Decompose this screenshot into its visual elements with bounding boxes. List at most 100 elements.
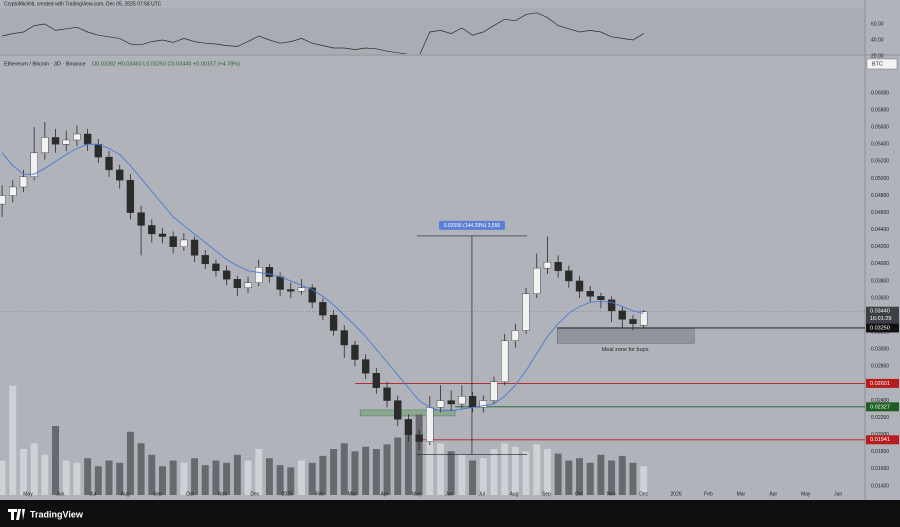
- candle-body: [436, 400, 445, 408]
- volume-bar: [94, 466, 102, 495]
- level-label-box: [866, 378, 899, 388]
- volume-bar: [640, 466, 648, 495]
- candle-body: [126, 179, 135, 213]
- volume-bar: [0, 460, 6, 495]
- candle-body: [383, 387, 391, 401]
- x-tick-label: Aug: [121, 491, 130, 497]
- volume-bar: [362, 446, 370, 495]
- candle-body: [565, 270, 573, 282]
- volume-bar: [212, 460, 220, 495]
- candle-body: [340, 330, 348, 346]
- candle-body: [30, 152, 38, 177]
- zone-label: Ideal zone for buys.: [602, 347, 650, 353]
- candle-body: [158, 233, 167, 237]
- brand: TradingView: [30, 509, 84, 519]
- volume-bar: [158, 466, 166, 495]
- volume-bar: [41, 454, 49, 495]
- volume-bar: [223, 462, 231, 495]
- volume-bar: [9, 385, 17, 495]
- y-tick-label: 0.02000: [871, 432, 889, 438]
- candle-body: [329, 314, 338, 331]
- y-tick-label: 0.04200: [871, 244, 889, 250]
- candle-body: [201, 255, 209, 265]
- volume-bar: [298, 460, 305, 495]
- footer-bar: [0, 500, 900, 527]
- candle-body: [490, 381, 498, 401]
- candle-body: [116, 169, 124, 181]
- rsi-tick-label: 60.00: [871, 21, 884, 27]
- x-tick-label: May: [412, 491, 422, 497]
- y-tick-label: 0.04400: [871, 227, 889, 233]
- volume-bar: [265, 458, 273, 495]
- level-label: 0.03250: [870, 325, 890, 331]
- x-tick-label: Nov: [607, 491, 616, 497]
- x-tick-label: Feb: [315, 491, 324, 497]
- level-label-box: [866, 435, 899, 445]
- candle-body: [319, 302, 327, 316]
- candle-body: [9, 186, 17, 196]
- y-tick-label: 0.02800: [871, 364, 889, 370]
- volume-bar: [404, 426, 412, 495]
- candle-body: [73, 133, 81, 141]
- candle-body: [19, 176, 28, 188]
- y-tick-label: 0.04000: [871, 261, 889, 267]
- candle-body: [276, 276, 284, 290]
- volume-bar: [490, 449, 498, 495]
- candle-body: [586, 291, 594, 297]
- candle-body: [372, 373, 381, 388]
- x-tick-label: 2025: [282, 491, 293, 497]
- x-tick-label: Oct: [186, 491, 194, 497]
- volume-bar: [608, 460, 616, 495]
- zone: [556, 327, 695, 344]
- y-tick-label: 0.05400: [871, 142, 889, 148]
- candle-body: [543, 261, 552, 269]
- y-tick-label: 0.04800: [871, 193, 889, 199]
- volume-bar: [372, 449, 380, 495]
- volume-bar: [255, 449, 263, 495]
- volume-bar: [116, 462, 124, 495]
- candle-body: [415, 434, 423, 442]
- volume-bar: [522, 451, 530, 495]
- x-tick-label: May: [801, 491, 811, 497]
- x-tick-label: Aug: [510, 491, 519, 497]
- candle-body: [426, 407, 434, 442]
- x-tick-label: Sep: [542, 491, 551, 497]
- volume-bar: [565, 460, 573, 495]
- volume-bar: [276, 465, 284, 495]
- symbol-title: Ethereum / Bitcoin · 3D · Binance: [4, 61, 86, 67]
- volume-bar: [447, 451, 455, 495]
- level-label-box: [866, 402, 899, 412]
- y-tick-label: 0.03800: [871, 278, 889, 284]
- level-label: 0.02601: [870, 381, 890, 387]
- volume-bar: [19, 449, 27, 495]
- volume-bar: [394, 437, 402, 495]
- x-tick-label: Dec: [639, 491, 648, 497]
- volume-bar: [501, 443, 509, 495]
- volume-bar: [383, 444, 391, 495]
- volume-bar: [244, 460, 252, 495]
- x-tick-label: Dec: [250, 491, 259, 497]
- candle-body: [265, 267, 274, 277]
- volume-bar: [148, 454, 156, 495]
- y-tick-label: 0.02200: [871, 415, 889, 421]
- countdown: 16:01:29: [870, 316, 891, 322]
- x-tick-label: Apr: [769, 491, 777, 497]
- candle-body: [629, 319, 637, 324]
- x-tick-label: Nov: [218, 491, 227, 497]
- candle-body: [479, 400, 487, 408]
- candle-body: [607, 299, 616, 312]
- y-tick-label: 0.05600: [871, 125, 889, 131]
- volume-bar: [511, 446, 519, 495]
- y-tick-label: 0.04600: [871, 210, 889, 216]
- candle-body: [618, 310, 626, 320]
- volume-bar: [576, 458, 583, 495]
- volume-bar: [191, 458, 199, 495]
- candle-body: [137, 212, 145, 226]
- x-tick-label: Feb: [704, 491, 713, 497]
- currency: BTC: [872, 61, 883, 67]
- candle-body: [169, 236, 177, 247]
- volume-bar: [618, 455, 626, 495]
- candle-body: [255, 267, 263, 283]
- candle-body: [287, 289, 295, 292]
